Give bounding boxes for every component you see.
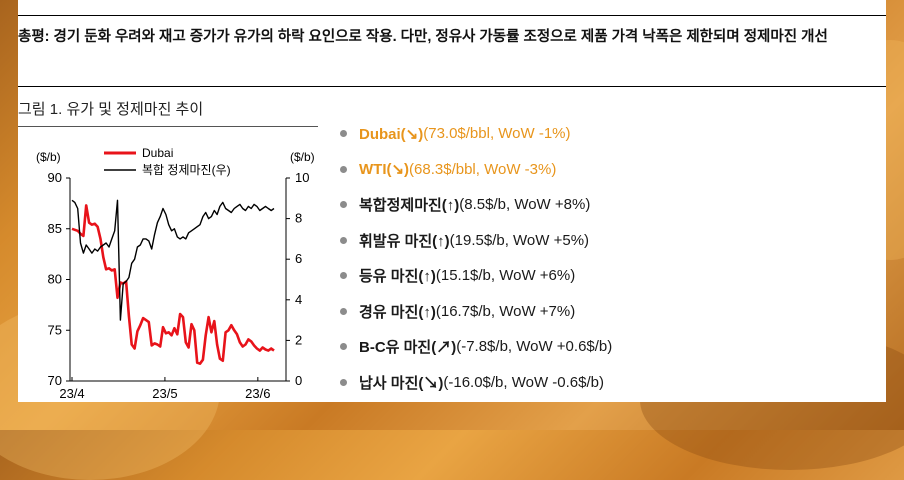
- bullet-icon: [340, 201, 347, 209]
- series-line-margin: [71, 199, 275, 321]
- indicator-detail: (68.3$/bbl, WoW -3%): [409, 160, 557, 178]
- legend-label-margin: 복합 정제마진(우): [142, 163, 231, 177]
- left-unit-label: ($/b): [36, 150, 61, 164]
- indicator-bc-oil-margin: B-C유 마진(↗) (-7.8$/b, WoW +0.6$/b): [340, 329, 612, 365]
- bullet-icon: [340, 130, 347, 138]
- indicator-dubai: Dubai(↘) (73.0$/bbl, WoW -1%): [340, 116, 612, 152]
- figure-title: 그림 1. 유가 및 정제마진 추이: [18, 101, 204, 118]
- left-tick-label: 80: [48, 272, 62, 287]
- indicator-kerosene-margin: 등유 마진(↑) (15.1$/b, WoW +6%): [340, 258, 612, 294]
- left-tick-label: 90: [48, 170, 62, 185]
- right-tick-label: 10: [295, 170, 309, 185]
- indicator-detail: (73.0$/bbl, WoW -1%): [423, 125, 571, 143]
- x-axis-ticks: 23/4 23/5 23/6: [59, 377, 270, 401]
- indicator-detail: (19.5$/b, WoW +5%): [449, 231, 590, 249]
- chart-legend: Dubai 복합 정제마진(우): [104, 146, 231, 177]
- left-tick-label: 85: [48, 221, 62, 236]
- bullet-icon: [340, 378, 347, 386]
- indicator-name: B-C유 마진(↗): [359, 339, 457, 357]
- right-tick-label: 4: [295, 292, 302, 307]
- indicator-gasoline-margin: 휘발유 마진(↑) (19.5$/b, WoW +5%): [340, 223, 612, 259]
- indicator-name: 경유 마진(↑): [359, 303, 436, 321]
- indicator-name: 납사 마진(↘): [359, 374, 444, 392]
- indicator-wti: WTI(↘) (68.3$/bbl, WoW -3%): [340, 152, 612, 188]
- top-rule: [18, 15, 886, 16]
- right-tick-label: 8: [295, 211, 302, 226]
- right-unit-label: ($/b): [290, 150, 315, 164]
- legend-label-dubai: Dubai: [142, 146, 173, 160]
- chart-axes: [69, 178, 287, 382]
- indicator-detail: (8.5$/b, WoW +8%): [459, 196, 591, 214]
- indicator-name: 등유 마진(↑): [359, 268, 436, 286]
- content-panel: 총평: 경기 둔화 우려와 재고 증가가 유가의 하락 요인으로 작용. 다만,…: [18, 0, 886, 402]
- bullet-icon: [340, 307, 347, 315]
- indicator-name: 휘발유 마진(↑): [359, 232, 450, 250]
- left-tick-label: 75: [48, 322, 62, 337]
- summary-rule: [18, 86, 886, 87]
- bullet-icon: [340, 272, 347, 280]
- figure-title-underline: [18, 126, 318, 127]
- indicator-name: Dubai(↘): [359, 125, 424, 143]
- right-tick-label: 0: [295, 373, 302, 388]
- x-tick-label: 23/4: [59, 386, 84, 401]
- bullet-icon: [340, 343, 347, 351]
- indicator-name: 복합정제마진(↑): [359, 197, 460, 215]
- x-tick-label: 23/5: [152, 386, 177, 401]
- right-tick-label: 2: [295, 332, 302, 347]
- indicator-naphtha-margin: 납사 마진(↘) (-16.0$/b, WoW -0.6$/b): [340, 365, 612, 401]
- indicator-diesel-margin: 경유 마진(↑) (16.7$/b, WoW +7%): [340, 294, 612, 330]
- right-tick-label: 6: [295, 251, 302, 266]
- right-axis-ticks: 0 2 4 6 8 10: [286, 170, 309, 388]
- indicator-detail: (15.1$/b, WoW +6%): [435, 267, 576, 285]
- left-tick-label: 70: [48, 373, 62, 388]
- indicator-name: WTI(↘): [359, 161, 410, 179]
- left-axis-ticks: 70 75 80 85 90: [48, 170, 70, 388]
- indicator-list: Dubai(↘) (73.0$/bbl, WoW -1%) WTI(↘) (68…: [340, 116, 612, 400]
- series-line-dubai: [71, 204, 275, 365]
- bullet-icon: [340, 165, 347, 173]
- indicator-detail: (-16.0$/b, WoW -0.6$/b): [443, 373, 604, 391]
- indicator-detail: (16.7$/b, WoW +7%): [435, 302, 576, 320]
- bullet-icon: [340, 236, 347, 244]
- indicator-detail: (-7.8$/b, WoW +0.6$/b): [456, 338, 613, 356]
- oil-margin-chart: 70 75 80 85 90 0 2 4 6 8 10 23/4 23/5 23/6 ($/b) ($…: [36, 146, 315, 401]
- summary-text: 총평: 경기 둔화 우려와 재고 증가가 유가의 하락 요인으로 작용. 다만,…: [18, 29, 828, 45]
- indicator-complex-margin: 복합정제마진(↑) (8.5$/b, WoW +8%): [340, 187, 612, 223]
- x-tick-label: 23/6: [245, 386, 270, 401]
